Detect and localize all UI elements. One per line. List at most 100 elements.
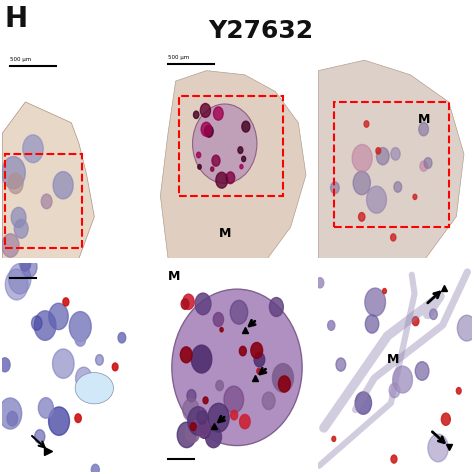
Circle shape: [191, 345, 212, 373]
Bar: [334, 102, 448, 227]
Circle shape: [35, 429, 45, 444]
Circle shape: [413, 194, 417, 200]
Circle shape: [198, 164, 201, 169]
Circle shape: [2, 156, 25, 189]
Circle shape: [0, 358, 10, 372]
Circle shape: [182, 399, 199, 421]
Circle shape: [75, 332, 86, 346]
Circle shape: [5, 269, 28, 300]
Circle shape: [428, 434, 448, 462]
Polygon shape: [319, 60, 464, 258]
Circle shape: [251, 342, 263, 358]
Circle shape: [242, 121, 250, 132]
Circle shape: [49, 303, 68, 329]
Circle shape: [197, 420, 210, 437]
Circle shape: [216, 172, 228, 188]
Circle shape: [216, 380, 223, 391]
Circle shape: [364, 121, 369, 127]
Circle shape: [352, 145, 372, 172]
Circle shape: [14, 219, 28, 238]
Circle shape: [220, 328, 223, 332]
Circle shape: [328, 320, 335, 330]
Circle shape: [278, 376, 290, 392]
Circle shape: [376, 147, 381, 154]
Circle shape: [21, 256, 37, 277]
Polygon shape: [2, 102, 94, 258]
Circle shape: [262, 392, 275, 410]
Circle shape: [269, 298, 283, 317]
Circle shape: [48, 407, 70, 435]
Circle shape: [7, 411, 18, 426]
Circle shape: [332, 437, 336, 441]
Circle shape: [198, 422, 210, 438]
Circle shape: [118, 332, 126, 343]
Circle shape: [415, 362, 429, 380]
Text: 500 μm: 500 μm: [10, 57, 31, 62]
Text: Y27632: Y27632: [208, 19, 313, 43]
Circle shape: [69, 311, 91, 341]
Polygon shape: [160, 71, 306, 258]
Text: M: M: [168, 270, 181, 283]
Circle shape: [8, 173, 23, 194]
Text: H: H: [5, 5, 28, 33]
Circle shape: [208, 403, 229, 432]
Text: M: M: [418, 113, 430, 126]
Bar: [179, 96, 283, 196]
Circle shape: [420, 161, 428, 171]
Circle shape: [240, 164, 243, 169]
Circle shape: [112, 363, 118, 371]
Circle shape: [365, 315, 379, 333]
Circle shape: [393, 366, 412, 393]
Circle shape: [183, 294, 194, 310]
Circle shape: [457, 315, 474, 341]
Text: 500 μm: 500 μm: [168, 55, 189, 60]
Circle shape: [53, 349, 74, 378]
Circle shape: [195, 293, 211, 315]
Circle shape: [204, 126, 213, 137]
Circle shape: [383, 289, 386, 293]
Circle shape: [197, 411, 207, 424]
Circle shape: [75, 367, 92, 389]
Circle shape: [224, 386, 244, 413]
Circle shape: [201, 103, 210, 118]
Circle shape: [190, 422, 196, 431]
Circle shape: [240, 414, 250, 429]
Circle shape: [91, 464, 100, 474]
Circle shape: [376, 147, 389, 165]
Circle shape: [419, 123, 428, 136]
Circle shape: [238, 147, 243, 154]
Circle shape: [239, 346, 246, 356]
Circle shape: [187, 390, 196, 402]
Circle shape: [273, 364, 293, 392]
Circle shape: [212, 155, 220, 166]
Circle shape: [203, 397, 208, 404]
Circle shape: [180, 347, 192, 363]
Circle shape: [257, 368, 261, 374]
Circle shape: [41, 194, 52, 209]
Circle shape: [38, 398, 54, 418]
Circle shape: [205, 426, 221, 448]
Circle shape: [34, 311, 56, 340]
Circle shape: [193, 111, 199, 118]
Circle shape: [254, 352, 265, 367]
Circle shape: [213, 312, 224, 327]
Circle shape: [391, 234, 396, 241]
Circle shape: [63, 298, 69, 306]
Circle shape: [2, 234, 19, 257]
Circle shape: [316, 278, 324, 288]
Circle shape: [441, 413, 450, 425]
Circle shape: [226, 172, 235, 183]
Text: M: M: [219, 228, 231, 240]
Circle shape: [424, 158, 432, 168]
Circle shape: [197, 152, 201, 158]
Circle shape: [336, 358, 346, 371]
Circle shape: [177, 422, 196, 447]
Circle shape: [9, 264, 31, 294]
Text: M: M: [387, 353, 400, 366]
Circle shape: [0, 398, 22, 429]
Bar: [5, 154, 82, 248]
Ellipse shape: [192, 104, 257, 183]
Ellipse shape: [75, 373, 113, 404]
Circle shape: [53, 172, 73, 199]
Circle shape: [242, 156, 246, 162]
